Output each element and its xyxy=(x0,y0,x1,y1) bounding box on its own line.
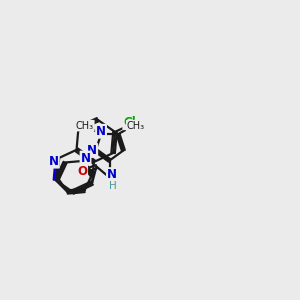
Text: N: N xyxy=(87,144,97,157)
Text: CH₃: CH₃ xyxy=(127,121,145,131)
Text: CH₃: CH₃ xyxy=(76,121,94,131)
Text: H: H xyxy=(110,181,117,191)
Text: N: N xyxy=(49,154,59,168)
Text: N: N xyxy=(107,168,117,181)
Text: Cl: Cl xyxy=(123,116,136,129)
Text: O: O xyxy=(77,165,87,178)
Text: N: N xyxy=(80,152,91,165)
Text: N: N xyxy=(96,125,106,138)
